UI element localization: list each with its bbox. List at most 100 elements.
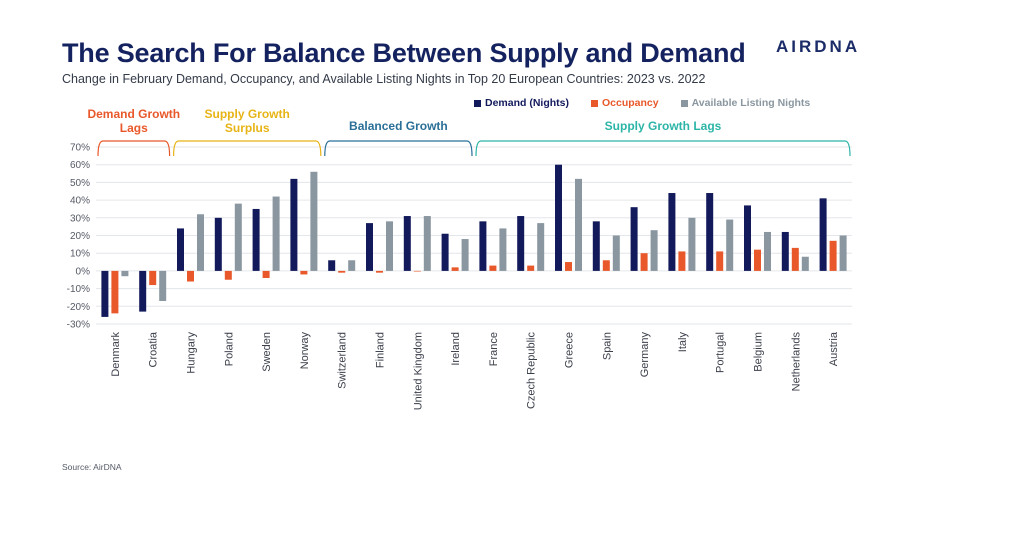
bar [819, 198, 827, 271]
bar [403, 216, 411, 271]
x-tick-label: Spain [601, 332, 613, 360]
y-tick-label: -30% [67, 320, 90, 331]
bar [764, 231, 771, 271]
bar [688, 217, 696, 271]
bar [839, 235, 847, 271]
bar [290, 178, 298, 271]
bar [348, 260, 356, 271]
bar [121, 270, 129, 277]
y-tick-label: 60% [70, 160, 90, 171]
bar [338, 270, 346, 273]
bar [187, 270, 194, 282]
legend-item-demand: Demand (Nights) [474, 97, 569, 109]
x-tick-label: Austria [828, 331, 840, 366]
x-tick-label: Netherlands [790, 332, 802, 392]
group-label: Supply Growth Lags [605, 119, 722, 133]
bar [441, 233, 449, 271]
bar [744, 205, 751, 271]
y-tick-label: 40% [70, 196, 90, 207]
page-subtitle: Change in February Demand, Occupancy, an… [62, 72, 706, 86]
group-bracket [173, 140, 322, 157]
bar [214, 217, 222, 271]
x-tick-label: Denmark [110, 332, 122, 377]
page-title: The Search For Balance Between Supply an… [62, 38, 746, 68]
legend-swatch-occupancy [591, 99, 598, 107]
airdna-logo: AIRDNA [776, 37, 861, 56]
x-tick-label: Hungary [186, 332, 198, 374]
bar [575, 178, 582, 271]
x-tick-label: Portugal [715, 332, 727, 373]
x-tick-label: Norway [299, 332, 311, 370]
bar [376, 270, 383, 273]
bar [386, 221, 393, 271]
bar [300, 270, 308, 275]
bar [234, 203, 242, 271]
group-label: Supply Growth [205, 107, 290, 121]
bar [489, 265, 497, 271]
group-label: Lags [120, 121, 148, 135]
bar [650, 230, 658, 271]
y-tick-label: 0% [76, 266, 91, 277]
bar [640, 253, 648, 271]
x-tick-label: Italy [677, 332, 689, 353]
bar [111, 270, 119, 314]
bar [272, 196, 280, 271]
bar [706, 193, 714, 271]
legend-swatch-demand [474, 99, 481, 107]
bar [592, 221, 600, 271]
bar [461, 239, 469, 271]
bar [527, 265, 535, 271]
x-tick-label: Finland [375, 332, 387, 368]
bar [177, 228, 184, 271]
bar [310, 171, 318, 271]
bar [716, 251, 724, 271]
x-tick-label: France [488, 332, 500, 366]
y-tick-label: 70% [70, 143, 90, 154]
bar [149, 270, 157, 286]
bar [829, 240, 837, 271]
bar [726, 219, 734, 271]
y-tick-label: -20% [67, 302, 90, 313]
bar [565, 262, 572, 271]
group-bracket [475, 140, 851, 157]
group-bracket [97, 140, 171, 157]
y-tick-label: 50% [70, 178, 90, 189]
bar [499, 228, 507, 271]
bar [224, 270, 232, 280]
bar [252, 208, 260, 271]
bar [139, 270, 147, 312]
legend-item-listing-nights: Available Listing Nights [680, 97, 810, 109]
x-tick-label: United Kingdom [412, 332, 424, 410]
x-tick-label: Ireland [450, 332, 462, 366]
bar [678, 251, 686, 271]
bar [366, 223, 373, 271]
chart-legend: Demand (Nights) Occupancy Available List… [474, 97, 810, 109]
bar [754, 249, 761, 271]
bar [413, 270, 421, 272]
x-tick-label: Switzerland [337, 332, 349, 389]
bar [612, 235, 620, 271]
group-label: Balanced Growth [349, 119, 448, 133]
x-tick-label: Belgium [753, 332, 765, 372]
bar [101, 270, 109, 317]
bar [479, 221, 487, 271]
bar [517, 216, 525, 271]
x-tick-label: Sweden [261, 332, 273, 372]
bar [801, 256, 809, 271]
bar [602, 260, 610, 271]
y-tick-label: -10% [67, 284, 90, 295]
bar [197, 214, 204, 271]
source-note: Source: AirDNA [62, 462, 122, 472]
x-tick-label: Poland [223, 332, 235, 366]
x-tick-label: Germany [639, 332, 651, 378]
bar [668, 193, 676, 271]
group-label: Demand Growth [87, 107, 180, 121]
group-bracket [324, 140, 473, 157]
bar [630, 207, 638, 271]
bar [262, 270, 270, 278]
legend-item-occupancy: Occupancy [591, 97, 659, 109]
y-tick-label: 30% [70, 213, 90, 224]
y-tick-label: 10% [70, 249, 90, 260]
y-tick-label: 20% [70, 231, 90, 242]
